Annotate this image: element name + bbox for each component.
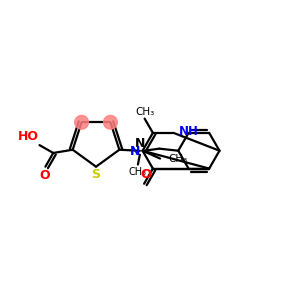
Text: N: N [135, 137, 145, 150]
Text: HO: HO [17, 130, 38, 143]
Circle shape [75, 116, 88, 129]
Text: S: S [92, 168, 100, 181]
Text: N: N [130, 145, 141, 158]
Text: NH: NH [178, 125, 198, 138]
Text: O: O [39, 169, 50, 182]
Text: CH₃: CH₃ [168, 154, 187, 164]
Text: O: O [140, 168, 152, 181]
Circle shape [103, 116, 117, 129]
Text: CH₃: CH₃ [135, 106, 154, 117]
Text: CH₃: CH₃ [129, 167, 147, 176]
